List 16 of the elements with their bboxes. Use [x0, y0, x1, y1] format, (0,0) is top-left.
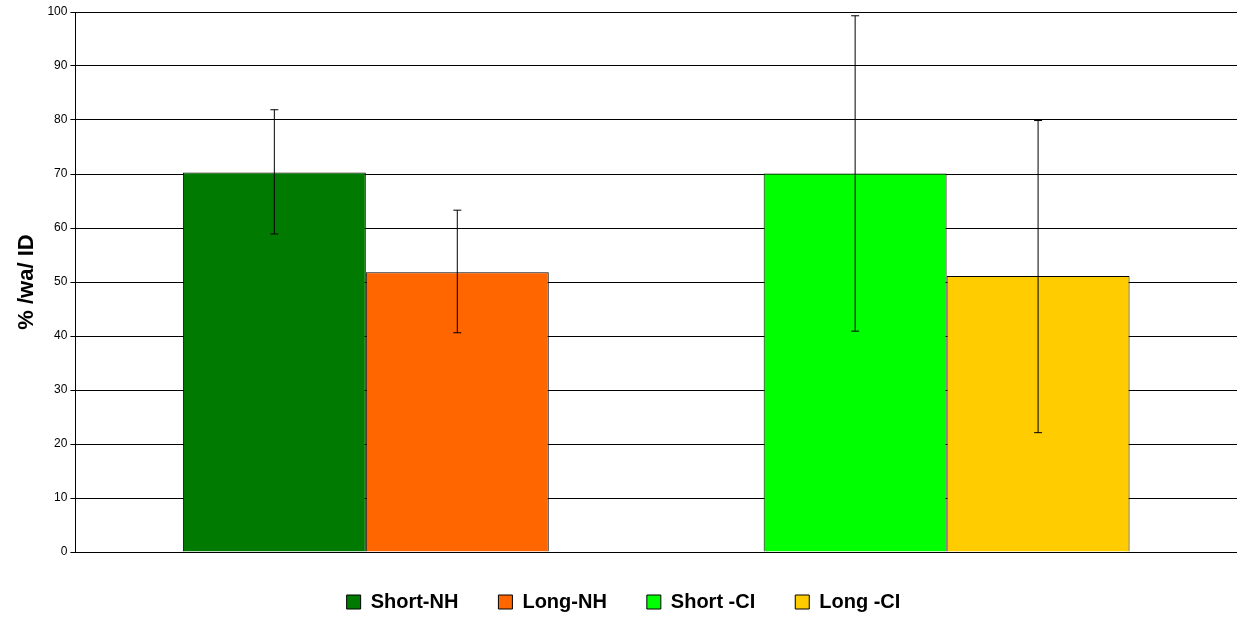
y-tick-label: 10 — [54, 490, 68, 505]
y-tick-label: 100 — [47, 4, 68, 19]
y-tick-label: 70 — [54, 166, 68, 181]
y-tick-label: 90 — [54, 58, 68, 73]
y-tick-label: 60 — [54, 220, 68, 235]
legend-label: Long -CI — [819, 589, 901, 612]
y-tick-label: 20 — [54, 436, 68, 451]
y-tick-label: 40 — [54, 328, 68, 343]
y-tick-label: 0 — [60, 544, 68, 559]
y-tick-label: 80 — [54, 112, 68, 127]
legend-label: Long-NH — [522, 589, 607, 612]
y-tick-label: 50 — [54, 274, 68, 289]
y-tick-label: 30 — [54, 382, 68, 397]
legend-label: Short -CI — [670, 589, 756, 612]
y-axis-title: % /wa/ ID — [13, 234, 39, 330]
legend-label: Short-NH — [370, 589, 459, 612]
